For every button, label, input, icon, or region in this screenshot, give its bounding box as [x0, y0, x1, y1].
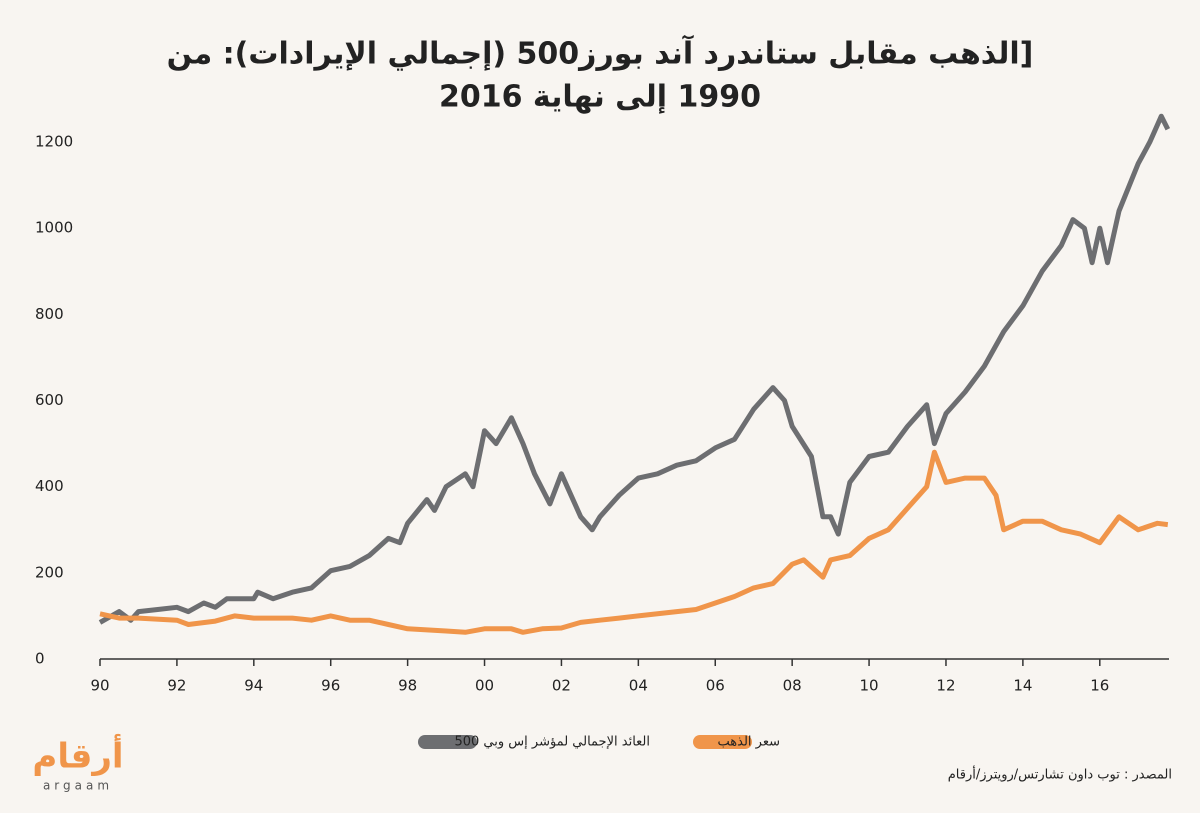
- x-tick-label: 02: [552, 677, 571, 695]
- logo-subtext: argaam: [43, 779, 113, 793]
- x-tick-label: 04: [629, 677, 648, 695]
- y-tick-label: 200: [35, 563, 64, 581]
- chart-title: [الذهب مقابل ستاندرد آند بورز500 (إجمالي…: [167, 35, 1034, 72]
- x-tick-label: 00: [475, 677, 494, 695]
- legend-label: سعر الذهب: [718, 735, 781, 750]
- logo: أرقام: [32, 734, 123, 777]
- x-tick-label: 90: [90, 677, 109, 695]
- source: المصدر : توب داون تشارتس/رويترز/أرقام: [948, 766, 1172, 783]
- series-line: [99, 449, 1169, 635]
- x-tick-label: 92: [167, 677, 186, 695]
- x-tick-label: 96: [321, 677, 340, 695]
- x-tick-label: 08: [783, 677, 802, 695]
- x-tick-label: 16: [1090, 677, 1109, 695]
- x-tick-label: 12: [936, 677, 955, 695]
- x-tick-label: 06: [706, 677, 725, 695]
- x-tick-label: 14: [1013, 677, 1032, 695]
- y-tick-label: 600: [35, 391, 64, 409]
- chart-title: 1990 إلى نهاية 2016: [439, 80, 761, 115]
- y-tick-label: 1200: [35, 133, 73, 151]
- legend-label: العائد الإجمالي لمؤشر إس وبي 500: [454, 735, 650, 750]
- y-tick-label: 1000: [35, 219, 73, 237]
- y-tick-label: 0: [35, 650, 45, 668]
- x-tick-label: 98: [398, 677, 417, 695]
- y-tick-label: 800: [35, 305, 64, 323]
- x-tick-label: 10: [860, 677, 879, 695]
- series-line: [98, 113, 1171, 625]
- y-tick-label: 400: [35, 477, 64, 495]
- x-tick-label: 94: [244, 677, 263, 695]
